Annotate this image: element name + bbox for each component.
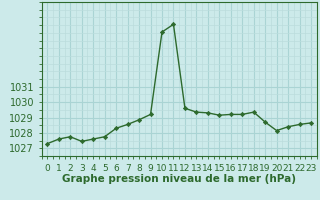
X-axis label: Graphe pression niveau de la mer (hPa): Graphe pression niveau de la mer (hPa) bbox=[62, 174, 296, 184]
